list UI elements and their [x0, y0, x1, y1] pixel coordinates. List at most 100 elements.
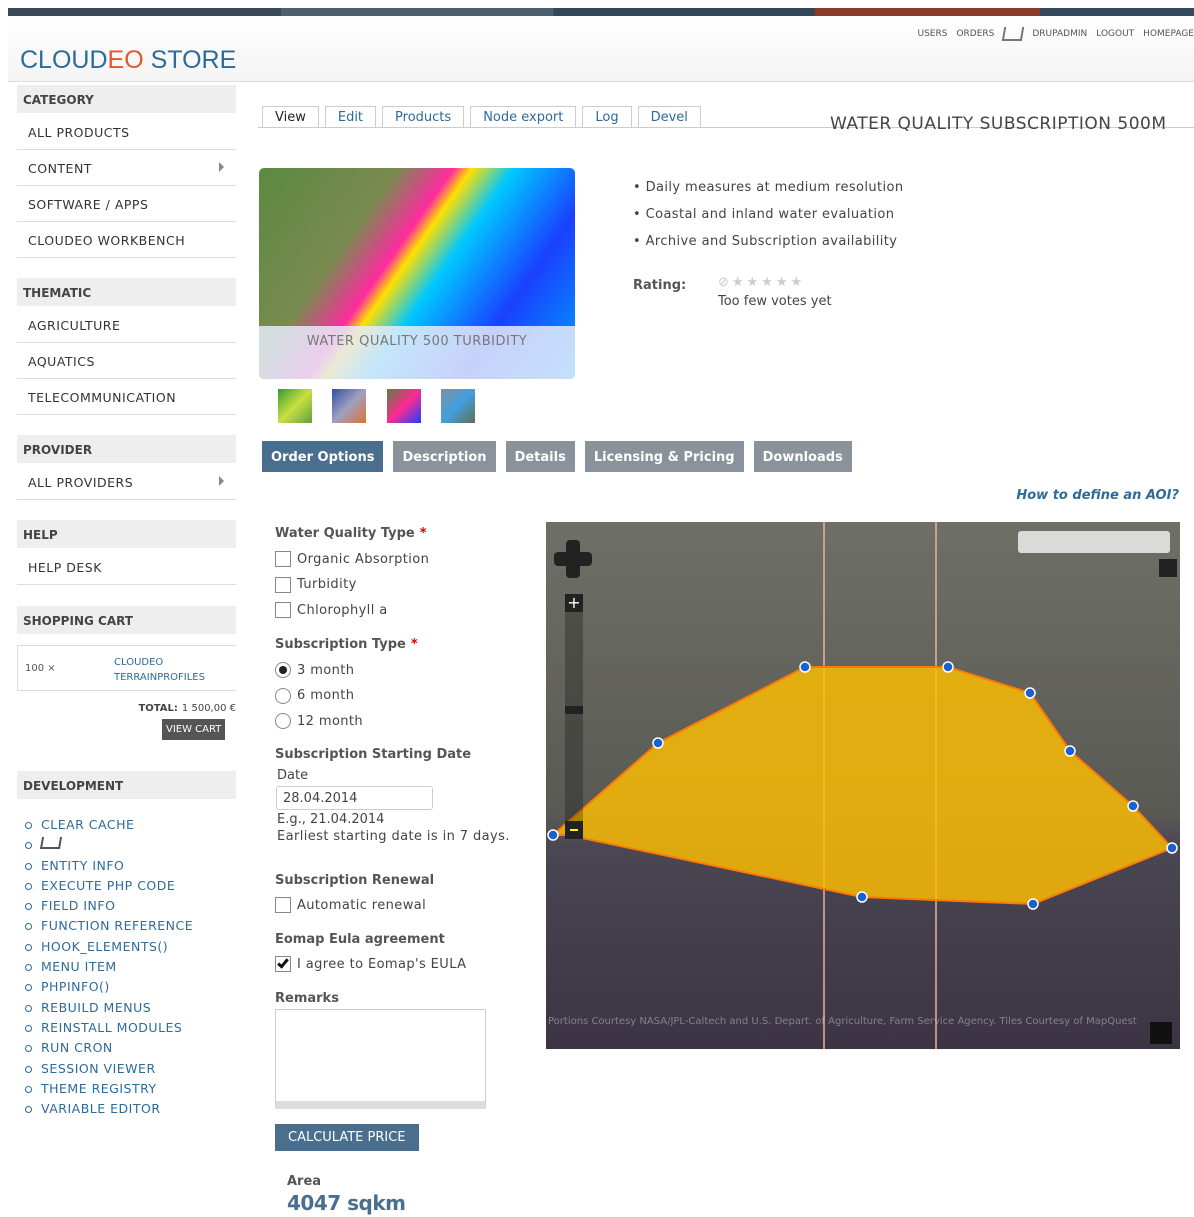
rating-stars[interactable]: ⊘★★★★★ — [718, 275, 806, 290]
tab[interactable]: Edit — [324, 106, 377, 128]
submenu-arrow — [219, 162, 224, 172]
label-text: Remarks — [275, 991, 339, 1006]
view-cart-button[interactable]: VIEW CART — [162, 719, 226, 740]
radio-option[interactable]: 3 month — [275, 662, 354, 678]
cart-icon[interactable] — [1002, 27, 1025, 41]
product-image[interactable]: WATER QUALITY 500 TURBIDITY — [259, 168, 575, 379]
calculate-button[interactable]: CALCULATE PRICE — [275, 1124, 419, 1151]
tab[interactable]: Devel — [637, 106, 701, 128]
dev-link[interactable]: HOOK_ELEMENTS() — [25, 937, 193, 957]
field-label: Remarks — [275, 991, 339, 1006]
product-tab[interactable]: Details — [505, 441, 575, 472]
dev-link[interactable]: VARIABLE EDITOR — [25, 1099, 193, 1119]
thumbnail[interactable] — [278, 389, 312, 423]
dev-link[interactable]: SESSION VIEWER — [25, 1059, 193, 1079]
tab[interactable]: Node export — [470, 106, 577, 128]
tab[interactable]: Products — [382, 106, 465, 128]
dev-link[interactable]: CLEAR CACHE — [25, 815, 193, 835]
dev-link[interactable]: FIELD INFO — [25, 896, 193, 916]
checkbox-option[interactable]: I agree to Eomap's EULA — [275, 956, 466, 972]
product-tabs: Order Options Description Details Licensing… — [262, 441, 852, 472]
link-text: HELP DESK — [28, 560, 102, 575]
field-label: Subscription Renewal — [275, 873, 434, 888]
label-text: Water Quality Type — [275, 526, 415, 541]
total-value: 1 500,00 € — [181, 703, 236, 714]
radio[interactable] — [275, 713, 291, 729]
feature: Daily measures at medium resolution — [633, 174, 904, 201]
map-attribution: Portions Courtesy NASA/JPL-Caltech and U… — [548, 1016, 1137, 1027]
remarks-textarea[interactable] — [275, 1009, 486, 1109]
checkbox[interactable] — [275, 602, 291, 618]
checkbox[interactable] — [275, 956, 291, 972]
nav-link[interactable]: LOGOUT — [1096, 29, 1135, 39]
dev-cart-link[interactable] — [25, 835, 193, 855]
draw-toolbar[interactable] — [1018, 531, 1170, 553]
sidebar-link[interactable]: AGRICULTURE — [17, 307, 236, 343]
nav-link[interactable]: HOMEPAGE — [1143, 29, 1194, 39]
sidebar-link[interactable]: ALL PRODUCTS — [17, 114, 236, 150]
sidebar-link[interactable]: CONTENT — [17, 150, 236, 186]
sidebar-link[interactable]: SOFTWARE / APPS — [17, 186, 236, 222]
label-text: Subscription Starting Date — [275, 747, 472, 762]
cart-item[interactable]: CLOUDEO TERRAINPROFILES — [114, 657, 205, 683]
nav-link[interactable]: ORDERS — [956, 29, 995, 39]
radio-option[interactable]: 6 month — [275, 687, 354, 704]
dev-link[interactable]: MENU ITEM — [25, 957, 193, 977]
sidebar-link[interactable]: AQUATICS — [17, 343, 236, 379]
checkbox-option[interactable]: Automatic renewal — [275, 897, 426, 913]
product-tab[interactable]: Order Options — [262, 441, 384, 472]
thumbnail[interactable] — [441, 389, 475, 423]
thumbnail[interactable] — [332, 389, 366, 423]
sidebar-link[interactable]: ALL PROVIDERS — [17, 464, 236, 500]
sidebar-link[interactable]: HELP DESK — [17, 549, 236, 585]
product-tab[interactable]: Licensing & Pricing — [584, 441, 744, 472]
map[interactable]: + Portions Courtesy NASA/JPL-Caltech and… — [546, 522, 1180, 1049]
date-input[interactable]: 28.04.2014 — [276, 786, 433, 810]
area-value: 4047 sqkm — [287, 1191, 406, 1215]
product-tab[interactable]: Downloads — [753, 441, 852, 472]
checkbox-option[interactable]: Chlorophyll a — [275, 602, 388, 618]
zoom-in[interactable] — [565, 594, 583, 612]
nav-link[interactable]: USERS — [917, 29, 948, 39]
link-text: SOFTWARE / APPS — [28, 197, 149, 212]
image-caption: WATER QUALITY 500 TURBIDITY — [259, 326, 575, 379]
dev-link[interactable]: PHPINFO() — [25, 977, 193, 997]
pan-control[interactable] — [554, 540, 592, 578]
logo-part: STORE — [143, 46, 237, 74]
logo[interactable]: CLOUDEO STORE — [20, 46, 236, 75]
dev-link[interactable]: FUNCTION REFERENCE — [25, 916, 193, 936]
page-title: WATER QUALITY SUBSCRIPTION 500M — [830, 114, 1167, 134]
section-header: DEVELOPMENT — [17, 771, 236, 799]
field-label: Subscription Type * — [275, 637, 418, 652]
fullscreen-button[interactable] — [1150, 1022, 1172, 1044]
aoi-polygon[interactable] — [550, 666, 1174, 906]
dev-link[interactable]: REBUILD MENUS — [25, 998, 193, 1018]
zoom-slider[interactable] — [565, 706, 583, 714]
tab[interactable]: View — [262, 106, 319, 128]
thumbnail[interactable] — [387, 389, 421, 423]
checkbox[interactable] — [275, 551, 291, 567]
feature-list: Daily measures at medium resolutionCoast… — [633, 174, 904, 255]
dev-link[interactable]: RUN CRON — [25, 1038, 193, 1058]
radio-option[interactable]: 12 month — [275, 713, 363, 729]
checkbox[interactable] — [275, 897, 291, 913]
dev-link[interactable]: THEME REGISTRY — [25, 1079, 193, 1099]
sidebar-link[interactable]: TELECOMMUNICATION — [17, 379, 236, 415]
sidebar-link[interactable]: CLOUDEO WORKBENCH — [17, 222, 236, 258]
checkbox-option[interactable]: Organic Absorption — [275, 551, 429, 567]
product-tab[interactable]: Description — [393, 441, 496, 472]
radio[interactable] — [275, 662, 291, 678]
dev-link[interactable]: REINSTALL MODULES — [25, 1018, 193, 1038]
checkbox[interactable] — [275, 576, 291, 593]
dev-link[interactable]: EXECUTE PHP CODE — [25, 876, 193, 896]
nav-link[interactable]: DRUPADMIN — [1032, 29, 1088, 39]
aoi-help-link[interactable]: How to define an AOI? — [1016, 488, 1179, 503]
checkbox-option[interactable]: Turbidity — [275, 576, 357, 593]
tab[interactable]: Log — [582, 106, 632, 128]
option-text: Organic Absorption — [297, 551, 430, 567]
radio[interactable] — [275, 687, 291, 704]
layer-switcher[interactable] — [1159, 559, 1177, 577]
link-text: TELECOMMUNICATION — [28, 390, 177, 405]
feature: Archive and Subscription availability — [633, 228, 904, 255]
dev-link[interactable]: ENTITY INFO — [25, 856, 193, 876]
